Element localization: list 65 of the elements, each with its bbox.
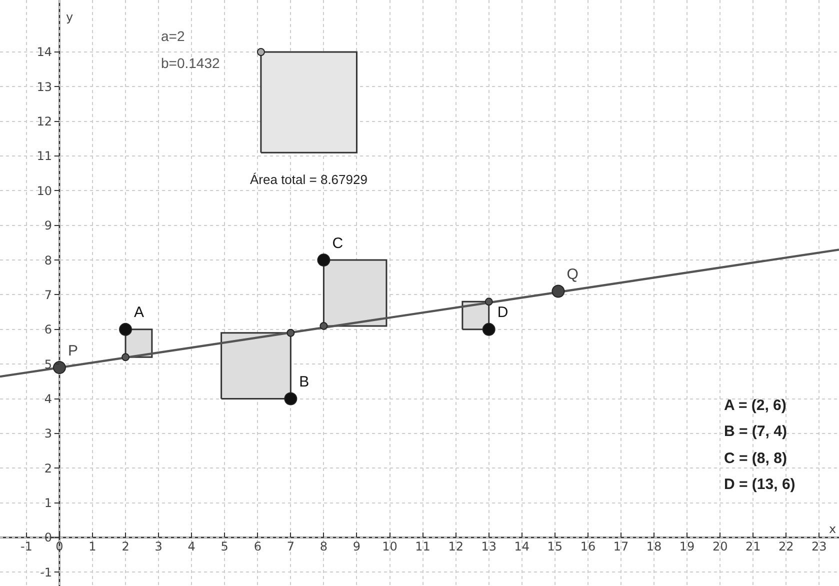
x-tick-label: 23	[812, 539, 827, 554]
x-tick-label: 17	[613, 539, 629, 554]
point	[119, 322, 132, 336]
x-tick-label: 14	[514, 539, 530, 554]
y-tick-label: 8	[44, 253, 52, 268]
y-tick-label: -1	[40, 565, 52, 580]
point	[52, 361, 66, 374]
y-tick-label: 5	[44, 357, 52, 372]
x-tick-label: 15	[547, 539, 563, 554]
point	[317, 254, 330, 267]
annotation: b=0.1432	[161, 55, 220, 71]
y-tick-label: 11	[36, 149, 52, 164]
series-label: B	[299, 374, 310, 391]
x-tick-label: 8	[320, 539, 328, 554]
series-label: P	[68, 342, 78, 360]
x-axis-title: x	[829, 522, 836, 536]
point	[484, 298, 493, 306]
annotation: a=2	[161, 28, 185, 44]
x-tick-label: 9	[352, 539, 361, 554]
x-tick-label: 5	[220, 539, 228, 554]
annotation: A = (2, 6)	[724, 397, 786, 414]
y-tick-label: 2	[44, 461, 52, 476]
x-tick-label: 22	[778, 539, 794, 554]
x-tick-label: 21	[745, 539, 761, 554]
y-tick-label: 3	[44, 426, 52, 441]
series-label: D	[497, 304, 508, 322]
y-tick-label: 6	[44, 322, 52, 337]
y-tick-label: 10	[36, 184, 52, 198]
point	[122, 353, 130, 362]
y-tick-label: 1	[44, 496, 52, 510]
point	[284, 392, 298, 406]
annotation: B = (7, 4)	[724, 423, 787, 440]
x-tick-label: 6	[254, 539, 262, 554]
y-axis-title: y	[66, 10, 74, 24]
y-tick-label: 14	[36, 45, 52, 60]
x-tick-label: 19	[679, 539, 695, 554]
x-tick-label: 4	[188, 539, 196, 554]
y-tick-label: 9	[44, 218, 52, 233]
y-tick-label: 7	[44, 288, 52, 302]
x-tick-label: 11	[415, 539, 430, 554]
x-tick-label: 18	[646, 539, 662, 554]
x-tick-label: 3	[154, 539, 162, 554]
series-label: C	[332, 234, 344, 252]
x-tick-label: 16	[580, 539, 596, 554]
point	[256, 48, 265, 56]
x-tick-label: 13	[481, 539, 497, 554]
x-tick-label: 1	[88, 539, 96, 554]
x-tick-label: -1	[20, 539, 32, 554]
point	[286, 328, 295, 337]
x-tick-label: 12	[448, 539, 464, 554]
series-label: A	[134, 304, 144, 322]
y-tick-label: 13	[36, 80, 52, 94]
x-tick-label: 7	[286, 539, 294, 554]
annotation: C = (8, 8)	[724, 450, 787, 467]
point	[482, 322, 496, 336]
y-tick-label: 4	[44, 392, 52, 406]
point	[552, 284, 565, 298]
annotation: D = (13, 6)	[724, 476, 796, 493]
x-tick-label: 20	[712, 539, 728, 554]
annotation: Área total = 8.67929	[250, 172, 368, 187]
y-tick-label: 12	[36, 114, 52, 129]
series-label: Q	[566, 266, 578, 284]
point	[320, 322, 328, 330]
x-tick-label: 10	[382, 539, 398, 554]
x-tick-label: 2	[122, 539, 130, 554]
